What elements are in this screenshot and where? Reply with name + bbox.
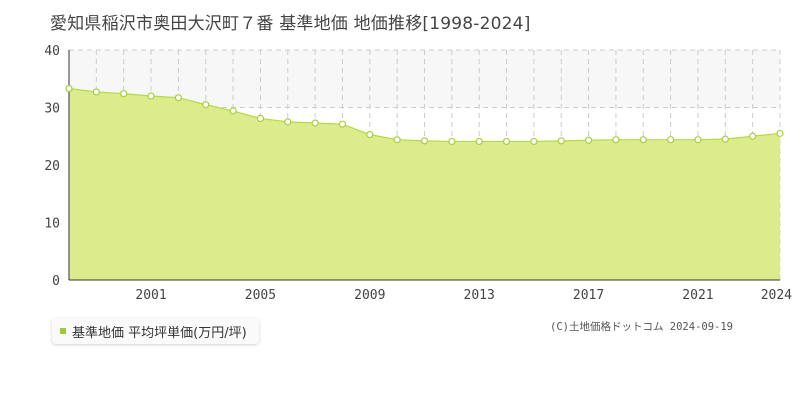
- x-tick-label: 2024: [761, 288, 792, 303]
- data-point: [366, 130, 374, 139]
- data-point: [557, 137, 565, 145]
- y-tick-label: 0: [52, 274, 60, 289]
- data-point: [694, 136, 702, 144]
- data-point: [338, 120, 347, 128]
- x-tick-label: 2009: [354, 288, 385, 303]
- y-tick-label: 30: [44, 102, 60, 117]
- data-point: [749, 132, 757, 140]
- data-point: [92, 88, 100, 96]
- series-area: [69, 88, 780, 281]
- chart: 0 10 20 30 40 2001 2005 2009 2013 2017 2021 2024: [44, 44, 792, 303]
- legend-label: 基準地価 平均坪単価(万円/坪): [72, 325, 247, 341]
- x-tick-label: 2013: [464, 288, 495, 303]
- data-point: [530, 137, 538, 146]
- data-point: [311, 119, 319, 127]
- data-point: [721, 135, 729, 143]
- credit-text: (C)土地価格ドットコム 2024-09-19: [550, 321, 734, 333]
- data-point: [174, 94, 182, 102]
- data-point: [502, 137, 511, 146]
- data-point: [202, 101, 210, 109]
- data-point: [612, 136, 620, 144]
- y-tick-label: 20: [44, 159, 60, 174]
- x-tick-label: 2017: [573, 288, 604, 303]
- legend: 基準地価 平均坪単価(万円/坪): [52, 318, 259, 344]
- data-point: [584, 136, 593, 144]
- x-tick-label: 2005: [245, 288, 276, 303]
- x-tick-label: 2021: [682, 288, 713, 303]
- data-point: [284, 118, 292, 126]
- legend-swatch: [60, 328, 66, 334]
- data-point: [120, 90, 128, 98]
- y-tick-label: 10: [44, 217, 60, 232]
- data-point: [256, 114, 265, 123]
- data-point: [667, 136, 675, 144]
- data-point: [639, 136, 647, 144]
- data-point: [65, 84, 73, 93]
- x-tick-label: 2001: [135, 288, 166, 303]
- data-point: [393, 136, 401, 144]
- data-point: [147, 92, 155, 100]
- data-point: [229, 107, 237, 115]
- data-point: [475, 137, 483, 146]
- data-point: [448, 137, 456, 146]
- data-point: [420, 137, 429, 145]
- data-point: [776, 129, 784, 137]
- chart-title: 愛知県稲沢市奥田大沢町７番 基準地価 地価推移[1998-2024]: [50, 14, 531, 34]
- y-tick-label: 40: [44, 44, 60, 59]
